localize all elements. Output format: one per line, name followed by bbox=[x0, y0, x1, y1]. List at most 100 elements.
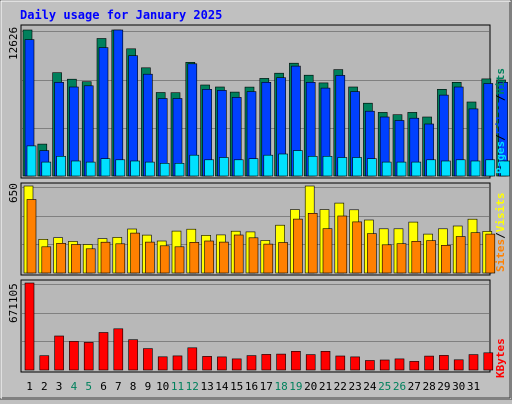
pages-bar bbox=[470, 160, 481, 177]
pages-bar bbox=[411, 161, 422, 177]
x-tick-label: 31 bbox=[467, 380, 480, 393]
pages-bar bbox=[100, 158, 111, 177]
bars-layer bbox=[22, 29, 510, 371]
x-tick-label: 1 bbox=[26, 380, 33, 393]
sites-bar bbox=[71, 244, 81, 274]
pages-bar bbox=[233, 159, 244, 177]
x-tick-label: 12 bbox=[186, 380, 199, 393]
legend-hits-panel: Pages/Files/Hits bbox=[494, 68, 507, 174]
x-tick-label: 21 bbox=[319, 380, 332, 393]
pages-bar bbox=[500, 160, 510, 177]
kbytes-bar bbox=[379, 359, 390, 371]
sites-bar bbox=[174, 246, 185, 274]
x-tick-label: 29 bbox=[437, 380, 450, 393]
pages-bar bbox=[381, 161, 392, 177]
pages-bar bbox=[174, 163, 185, 177]
kbytes-bar bbox=[365, 360, 375, 371]
kbytes-bar bbox=[468, 354, 479, 371]
pages-bar bbox=[56, 156, 66, 177]
sites-bar bbox=[26, 199, 37, 274]
sites-bar bbox=[56, 243, 66, 274]
files-bar bbox=[143, 73, 153, 177]
sites-bar bbox=[130, 232, 140, 274]
kbytes-bar bbox=[98, 332, 109, 371]
kbytes-bar bbox=[409, 361, 420, 371]
pages-bar bbox=[485, 159, 496, 177]
kbytes-bar bbox=[69, 341, 79, 371]
files-bar bbox=[113, 29, 124, 177]
x-tick-label: 13 bbox=[200, 380, 213, 393]
x-tick-label: 20 bbox=[304, 380, 317, 393]
kbytes-bar bbox=[453, 359, 464, 371]
kbytes-bar bbox=[335, 355, 346, 371]
sites-bar bbox=[100, 241, 111, 274]
legend-visits-panel: Sites/Visits bbox=[494, 193, 507, 273]
pages-bar bbox=[159, 163, 170, 177]
kbytes-bar bbox=[24, 282, 35, 371]
x-axis-labels: 1 2 3 4 5 6 7 8 9 10 11 12 13 14 15 16 17 18 19 20 21 22 23 24 2… bbox=[26, 380, 480, 393]
kbytes-bar bbox=[394, 358, 405, 371]
sites-bar bbox=[426, 240, 436, 274]
x-tick-label: 30 bbox=[452, 380, 465, 393]
kbytes-bar bbox=[187, 347, 198, 371]
sites-bar bbox=[381, 244, 392, 274]
kbytes-bar bbox=[276, 353, 286, 371]
kbytes-bar bbox=[246, 355, 257, 371]
x-tick-label: 3 bbox=[56, 380, 63, 393]
kbytes-bar bbox=[157, 356, 168, 371]
x-tick-label: 24 bbox=[363, 380, 377, 393]
pages-bar bbox=[204, 159, 214, 177]
pages-bar bbox=[219, 157, 229, 177]
files-bar bbox=[98, 47, 109, 177]
sites-bar bbox=[159, 245, 170, 274]
chart-title: Daily usage for January 2025 bbox=[20, 8, 222, 22]
sites-bar bbox=[145, 241, 155, 274]
kbytes-axis-max-label: 671105 bbox=[7, 283, 20, 323]
pages-bar bbox=[322, 156, 333, 177]
pages-bar bbox=[293, 150, 303, 177]
legend-kbytes: KBytes bbox=[494, 338, 507, 378]
pages-bar bbox=[41, 161, 52, 177]
x-tick-label: 28 bbox=[422, 380, 435, 393]
kbytes-bar bbox=[128, 339, 138, 371]
kbytes-bar bbox=[39, 355, 50, 371]
kbytes-bar bbox=[143, 348, 153, 371]
kbytes-bar bbox=[320, 350, 331, 371]
sites-bar bbox=[367, 233, 377, 274]
x-tick-label: 10 bbox=[156, 380, 169, 393]
files-bar bbox=[128, 55, 138, 177]
pages-bar bbox=[115, 159, 126, 177]
kbytes-bar bbox=[83, 342, 94, 371]
kbytes-bar bbox=[54, 335, 64, 371]
x-tick-label: 16 bbox=[245, 380, 258, 393]
legend-pages: Pages bbox=[494, 141, 507, 174]
x-tick-label: 15 bbox=[230, 380, 243, 393]
sites-bar bbox=[307, 213, 318, 274]
pages-bar bbox=[441, 160, 451, 177]
kbytes-bar bbox=[350, 356, 360, 371]
sites-bar bbox=[441, 245, 451, 274]
x-tick-label: 18 bbox=[274, 380, 287, 393]
sites-bar bbox=[352, 221, 362, 274]
x-tick-label: 26 bbox=[393, 380, 406, 393]
pages-bar bbox=[352, 157, 362, 177]
pages-bar bbox=[367, 158, 377, 177]
legend-separator: / bbox=[494, 232, 507, 239]
sites-bar bbox=[233, 234, 244, 274]
x-tick-label: 8 bbox=[130, 380, 137, 393]
pages-bar bbox=[307, 156, 318, 177]
sites-bar bbox=[322, 228, 333, 274]
x-tick-label: 22 bbox=[334, 380, 347, 393]
pages-bar bbox=[85, 161, 96, 177]
pages-bar bbox=[455, 159, 466, 177]
kbytes-bar bbox=[305, 354, 316, 371]
x-tick-label: 23 bbox=[348, 380, 361, 393]
pages-bar bbox=[189, 154, 200, 177]
sites-bar bbox=[189, 242, 200, 274]
kbytes-bar bbox=[291, 350, 301, 371]
sites-bar bbox=[411, 241, 422, 274]
pages-bar bbox=[426, 159, 436, 177]
legend-kbytes-panel: KBytes bbox=[494, 338, 507, 378]
x-tick-label: 2 bbox=[41, 380, 48, 393]
